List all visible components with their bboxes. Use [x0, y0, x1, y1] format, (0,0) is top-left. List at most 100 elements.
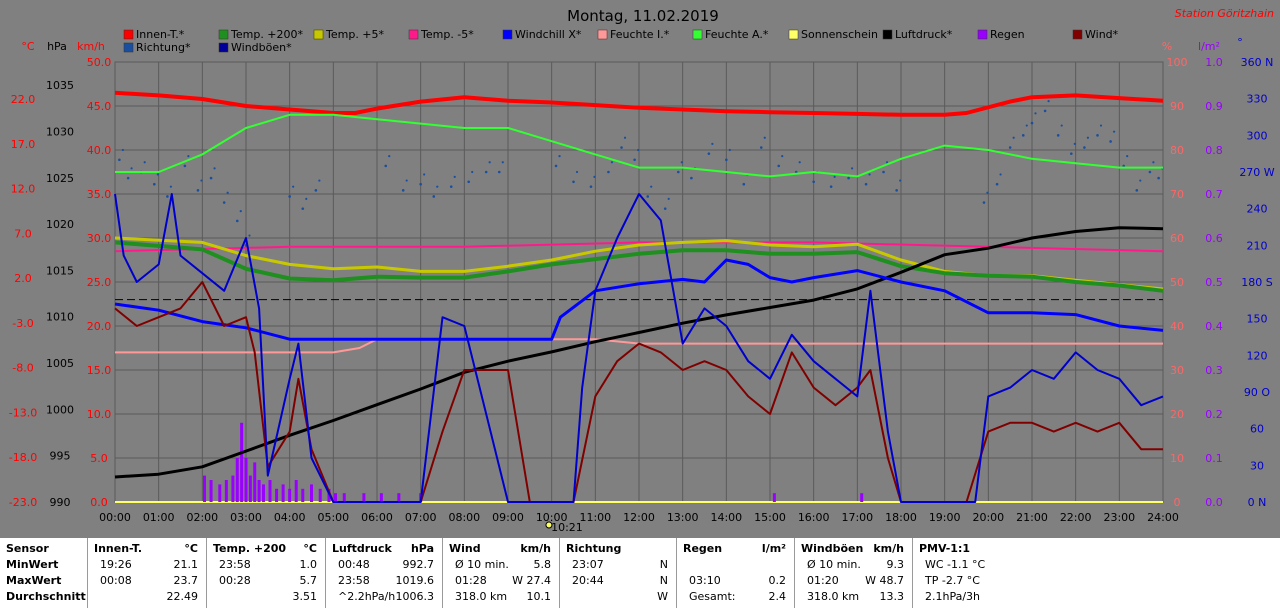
richtung-point	[501, 161, 504, 164]
press-tick-label: 1035	[46, 79, 74, 92]
x-tick-label: 07:00	[405, 511, 437, 524]
regen-bar	[218, 484, 222, 502]
richtung-point	[558, 155, 561, 158]
stats-column: Innen-T. °C 19:26 21.1 00:08 23.7 22.49	[88, 538, 207, 608]
richtung-point	[847, 176, 850, 180]
richtung-point	[690, 176, 693, 180]
temp-tick-label: -18.0	[9, 451, 37, 464]
rain-tick-label: 0.2	[1205, 408, 1223, 421]
rain-tick-label: 0.0	[1205, 496, 1223, 509]
richtung-point	[449, 185, 453, 188]
stats-cell-label: 23:58	[219, 558, 251, 571]
richtung-point	[213, 167, 216, 170]
time-marker-label: 10:21	[551, 521, 583, 534]
stats-cell-value: 3.51	[292, 590, 318, 603]
hum-tick-label: 70	[1170, 188, 1184, 201]
wind-tick-label: 0.0	[90, 496, 108, 509]
richtung-point	[1122, 164, 1125, 168]
rain-tick-label: 0.5	[1205, 276, 1223, 289]
wind-tick-label: 5.0	[90, 452, 108, 465]
axis-header-press: hPa	[47, 40, 67, 53]
stats-cell-label: 19:26	[100, 558, 132, 571]
richtung-point	[1109, 140, 1112, 143]
stats-cell-value: 5.8	[533, 558, 552, 571]
richtung-point	[1083, 146, 1086, 149]
stats-cell-value: 1019.6	[395, 574, 435, 587]
stats-cell-label: 00:48	[338, 558, 370, 571]
legend-swatch	[882, 29, 893, 40]
richtung-point	[1148, 170, 1152, 174]
stats-cell-label: 03:10	[689, 574, 721, 587]
stats-cell-value: N	[659, 558, 668, 571]
x-tick-label: 10:00	[536, 511, 568, 524]
regen-bars	[203, 422, 864, 502]
richtung-point	[895, 189, 898, 192]
richtung-point	[633, 158, 636, 162]
weather-chart: °C hPa km/h% l/m² ° 22.0 17.0 12.0 7.0 2.0 -3.0 -8.…	[9, 7, 1275, 534]
richtung-point	[318, 179, 321, 182]
richtung-point	[986, 191, 989, 194]
axes-labels: °C hPa km/h% l/m² ° 22.0 17.0 12.0 7.0 2.0 -3.0 -8.…	[9, 36, 1275, 534]
stats-column-unit: km/h	[873, 542, 904, 555]
regen-bar	[257, 480, 261, 502]
richtung-point	[1139, 179, 1142, 182]
x-tick-label: 13:00	[667, 511, 699, 524]
richtung-point	[999, 173, 1002, 176]
richtung-point	[1008, 146, 1012, 149]
temp-tick-label: -3.0	[12, 317, 33, 330]
richtung-point	[850, 167, 854, 170]
richtung-point	[637, 148, 640, 152]
stats-cell-label: Ø 10 min.	[807, 558, 861, 571]
richtung-point	[209, 176, 213, 180]
stats-cell-value: W 48.7	[865, 574, 904, 587]
richtung-point	[118, 158, 121, 162]
legend-swatch	[123, 29, 134, 40]
stats-cell-value: 0.2	[768, 574, 787, 587]
richtung-point	[707, 152, 711, 155]
axis-header-wind: km/h	[77, 40, 105, 53]
richtung-point	[1126, 155, 1129, 158]
stats-cell-label: Gesamt:	[689, 590, 736, 603]
x-tick-label: 17:00	[841, 511, 873, 524]
x-tick-label: 24:00	[1147, 511, 1179, 524]
dir-tick-label: 0 N	[1248, 496, 1267, 509]
legend-swatch	[788, 29, 799, 40]
hum-tick-label: 30	[1170, 364, 1184, 377]
wind-tick-label: 20.0	[87, 320, 112, 333]
x-tick-label: 15:00	[754, 511, 786, 524]
richtung-point	[667, 197, 670, 200]
temp-tick-label: 17.0	[11, 138, 36, 151]
hum-tick-label: 50	[1170, 276, 1184, 289]
richtung-point	[829, 185, 833, 188]
press-tick-label: 995	[50, 450, 71, 463]
wind-tick-label: 45.0	[87, 100, 112, 113]
stats-cell-label: 318.0 km	[455, 590, 508, 603]
x-tick-label: 08:00	[448, 511, 480, 524]
richtung-point	[620, 146, 623, 149]
regen-bar	[231, 475, 235, 502]
stats-column: Richtung 23:07 N 20:44 N W	[560, 538, 677, 608]
richtung-point	[899, 179, 902, 182]
richtung-point	[248, 234, 251, 237]
richtung-point	[423, 173, 426, 176]
legend-label: Feuchte A.*	[705, 28, 769, 41]
axis-header-hum: %	[1162, 40, 1172, 53]
richtung-point	[401, 189, 405, 192]
richtung-point	[711, 142, 714, 145]
row-label: MinWert	[6, 558, 59, 571]
stats-cell-value: 5.7	[299, 574, 318, 587]
temp-tick-label: 2.0	[14, 272, 32, 285]
stats-cell-label: TP -2.7 °C	[925, 574, 980, 587]
legend-label: Luftdruck*	[895, 28, 953, 41]
stats-cell-label: 2.1hPa/3h	[925, 590, 981, 603]
regen-bar	[310, 484, 313, 502]
regen-bar	[379, 493, 383, 502]
stats-column: Windböen km/h Ø 10 min. 9.3 01:20 W 48.7 318.0…	[795, 538, 913, 608]
rain-tick-label: 0.1	[1205, 452, 1223, 465]
richtung-point	[222, 201, 226, 204]
richtung-point	[1086, 136, 1089, 139]
legend-label: Feuchte I.*	[610, 28, 670, 41]
richtung-point	[126, 176, 130, 180]
richtung-point	[187, 155, 190, 158]
regen-bar	[397, 493, 401, 502]
